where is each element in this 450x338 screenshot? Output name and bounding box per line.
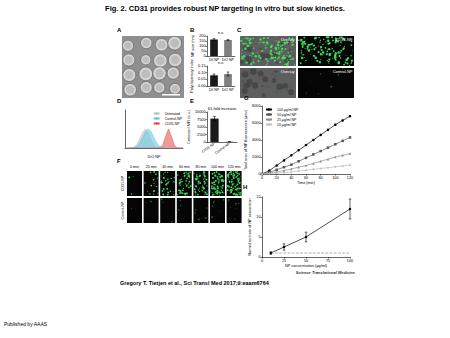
svg-text:0.05: 0.05 (198, 77, 205, 81)
svg-text:0: 0 (261, 176, 263, 180)
svg-text:100: 100 (332, 176, 338, 180)
svg-text:120: 120 (347, 176, 353, 180)
svg-text:4000: 4000 (252, 138, 260, 142)
svg-text:10: 10 (256, 215, 260, 219)
svg-text:2000: 2000 (252, 155, 260, 159)
svg-text:0 min: 0 min (130, 165, 139, 169)
svg-text:CD31-NP: CD31-NP (121, 175, 125, 191)
svg-text:80 min: 80 min (196, 165, 207, 169)
svg-text:E: E (190, 98, 194, 104)
svg-text:DiO NP: DiO NP (222, 58, 235, 62)
svg-text:200: 200 (199, 34, 205, 38)
svg-text:0: 0 (203, 54, 205, 58)
svg-text:Control-NP: Control-NP (333, 69, 353, 74)
svg-text:7500: 7500 (197, 118, 205, 122)
svg-text:60 min: 60 min (179, 165, 190, 169)
svg-text:0: 0 (258, 172, 261, 176)
svg-text:Control-NP: Control-NP (165, 117, 183, 121)
svg-text:25: 25 (282, 259, 286, 263)
svg-text:DiI NP: DiI NP (209, 88, 220, 92)
svg-text:CD31-NP: CD31-NP (201, 141, 216, 154)
svg-text:50: 50 (201, 49, 205, 53)
svg-text:2500: 2500 (197, 133, 205, 137)
svg-text:50: 50 (304, 259, 308, 263)
svg-text:Corrected MFI (a.u.): Corrected MFI (a.u.) (187, 109, 191, 144)
svg-text:n.s.: n.s. (218, 60, 224, 65)
svg-text:61-fold increase: 61-fold increase (208, 106, 237, 111)
svg-text:0: 0 (203, 140, 205, 144)
svg-text:Published by AAAS: Published by AAAS (4, 321, 48, 327)
svg-text:8000: 8000 (252, 104, 260, 108)
svg-text:120 min: 120 min (228, 165, 241, 169)
svg-text:10 μg/ml NP: 10 μg/ml NP (277, 123, 297, 127)
svg-text:0.10: 0.10 (198, 71, 205, 75)
svg-text:40: 40 (289, 176, 293, 180)
svg-text:Time (min): Time (min) (297, 181, 316, 185)
svg-text:DiO NP: DiO NP (148, 155, 161, 159)
svg-text:n.s.: n.s. (218, 30, 224, 35)
svg-text:Untreated: Untreated (165, 112, 180, 116)
svg-text:NP size (nm): NP size (nm) (191, 34, 195, 57)
svg-text:10000: 10000 (195, 110, 206, 114)
svg-text:75: 75 (326, 259, 330, 263)
svg-text:DiO NP: DiO NP (222, 88, 235, 92)
svg-text:Polydispersity index: Polydispersity index (190, 59, 194, 93)
svg-text:F: F (117, 158, 121, 164)
svg-text:6000: 6000 (252, 121, 260, 125)
svg-text:Normalized rate of NP associat: Normalized rate of NP association (248, 198, 252, 255)
svg-text:Control-NP: Control-NP (214, 141, 231, 155)
svg-text:C: C (237, 27, 242, 33)
svg-text:Control-NP: Control-NP (121, 201, 125, 219)
svg-text:60: 60 (304, 176, 308, 180)
svg-text:0: 0 (261, 259, 263, 263)
svg-text:Gregory T. Tietjen et al., Sci: Gregory T. Tietjen et al., Sci Transl Me… (120, 280, 270, 286)
svg-text:100 min: 100 min (211, 165, 224, 169)
svg-text:100: 100 (199, 44, 205, 48)
svg-text:Science Translational Medicine: Science Translational Medicine (296, 270, 356, 275)
svg-text:A: A (117, 27, 122, 33)
svg-text:NP concentration (μg/ml): NP concentration (μg/ml) (285, 264, 328, 268)
svg-text:100: 100 (347, 259, 353, 263)
svg-text:50 μg/ml NP: 50 μg/ml NP (277, 113, 297, 117)
svg-text:15: 15 (256, 195, 260, 199)
svg-text:0.00: 0.00 (198, 84, 205, 88)
svg-text:Total area of NP fluorescence: Total area of NP fluorescence (μm²) (244, 109, 248, 170)
svg-text:5: 5 (258, 235, 260, 239)
svg-text:CD31-NP: CD31-NP (165, 122, 181, 126)
svg-text:Fig. 2. CD31 provides robust N: Fig. 2. CD31 provides robust NP targetin… (105, 4, 345, 13)
svg-text:Overlay: Overlay (281, 37, 295, 42)
svg-text:B: B (190, 27, 195, 33)
svg-text:80: 80 (319, 176, 323, 180)
svg-text:0.15: 0.15 (198, 64, 205, 68)
svg-text:25 μg/ml NP: 25 μg/ml NP (277, 118, 297, 122)
svg-text:5000: 5000 (197, 125, 205, 129)
svg-text:DiI NP: DiI NP (209, 58, 220, 62)
svg-text:Overlay: Overlay (281, 69, 295, 74)
svg-text:20: 20 (275, 176, 279, 180)
svg-text:0: 0 (258, 255, 261, 259)
svg-text:H: H (243, 184, 247, 190)
svg-text:100 μg/ml NP: 100 μg/ml NP (277, 108, 299, 112)
svg-text:40 min: 40 min (162, 165, 173, 169)
svg-text:20 min: 20 min (146, 165, 157, 169)
svg-text:G: G (244, 95, 249, 101)
svg-text:150: 150 (199, 39, 205, 43)
svg-text:D: D (117, 98, 122, 104)
svg-text:CD31-NP: CD31-NP (335, 37, 352, 42)
